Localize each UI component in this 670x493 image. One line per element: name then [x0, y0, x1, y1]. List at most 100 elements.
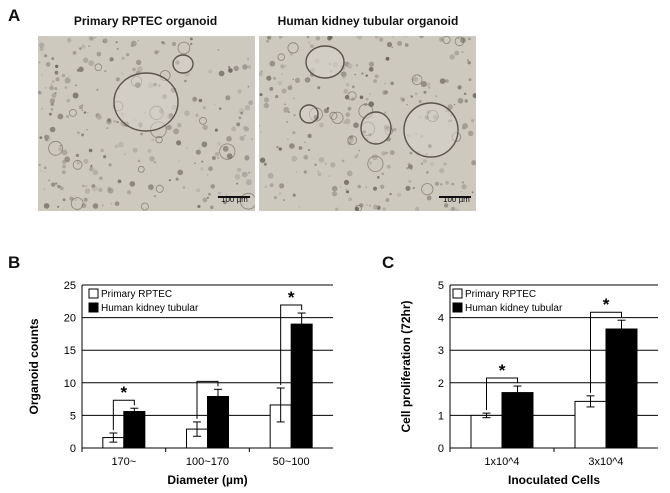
cell-debris-speck [263, 97, 270, 103]
cell-debris-speck [267, 36, 272, 40]
cell-debris-speck [368, 66, 374, 72]
cell-debris-speck [430, 162, 434, 167]
organoid-outline [360, 111, 392, 145]
cell-debris-speck [137, 66, 143, 72]
cell-debris-speck [440, 183, 443, 186]
small-cyst [367, 155, 384, 172]
cell-debris-speck [63, 163, 65, 165]
cell-debris-speck [206, 174, 209, 176]
cell-debris-speck [463, 92, 467, 96]
y-axis-title: Organoid counts [27, 318, 41, 414]
cell-debris-speck [237, 89, 242, 94]
cell-debris-speck [382, 207, 386, 211]
cell-debris-speck [278, 147, 282, 151]
x-tick-label: 3x10^4 [588, 456, 623, 468]
cell-debris-speck [307, 148, 311, 152]
cell-debris-speck [304, 141, 306, 144]
cell-debris-speck [405, 185, 411, 191]
cell-debris-speck [355, 64, 359, 67]
cell-debris-speck [90, 164, 93, 167]
cell-debris-speck [41, 107, 43, 110]
cell-debris-speck [292, 131, 296, 135]
x-tick-label: 50~100 [273, 456, 310, 468]
cell-debris-speck [77, 131, 80, 135]
organoid-outline [305, 45, 345, 79]
scale-bar-label-tubular: 100 µm [443, 195, 470, 204]
cell-debris-speck [471, 191, 474, 194]
cell-debris-speck [214, 152, 220, 157]
cell-debris-speck [317, 172, 322, 177]
cell-debris-speck [118, 141, 124, 148]
cell-debris-speck [469, 38, 472, 40]
cell-debris-speck [226, 136, 232, 142]
cell-debris-speck [472, 93, 476, 99]
cell-debris-speck [92, 169, 99, 176]
cell-debris-speck [280, 64, 285, 69]
cell-debris-speck [467, 59, 469, 62]
small-cyst [155, 135, 163, 144]
cell-debris-speck [308, 41, 311, 44]
cell-debris-speck [263, 162, 267, 166]
cell-debris-speck [354, 154, 358, 159]
cell-debris-speck [347, 106, 352, 111]
cell-debris-speck [294, 77, 301, 83]
cell-debris-speck [44, 54, 48, 58]
cell-debris-speck [166, 124, 172, 131]
cell-debris-speck [263, 102, 269, 109]
cell-debris-speck [194, 162, 196, 165]
cell-debris-speck [373, 79, 377, 83]
cell-debris-speck [202, 124, 208, 131]
cell-debris-speck [381, 151, 386, 156]
cell-debris-speck [460, 37, 466, 44]
cell-debris-speck [406, 166, 409, 170]
cell-debris-speck [286, 121, 288, 123]
cell-debris-speck [326, 107, 330, 110]
cell-debris-speck [236, 122, 241, 127]
cell-debris-speck [43, 203, 50, 209]
cell-debris-speck [218, 70, 225, 77]
cell-debris-speck [345, 188, 347, 190]
cell-debris-speck [330, 162, 336, 168]
cell-debris-speck [348, 197, 352, 201]
cell-debris-speck [217, 156, 220, 159]
cell-debris-speck [107, 187, 114, 194]
cell-debris-speck [51, 80, 55, 84]
small-cyst [240, 192, 255, 210]
cell-debris-speck [291, 155, 298, 162]
cell-debris-speck [317, 86, 321, 90]
small-cyst [347, 91, 357, 101]
cell-debris-speck [107, 118, 111, 122]
cell-debris-speck [368, 61, 375, 67]
cell-debris-speck [51, 93, 57, 98]
cell-debris-speck [420, 81, 427, 87]
cell-debris-speck [92, 203, 99, 209]
cell-debris-speck [423, 90, 427, 94]
cell-debris-speck [426, 195, 432, 201]
panel-label-c: C [382, 253, 395, 272]
cell-debris-speck [462, 126, 466, 130]
cell-debris-speck [38, 61, 41, 64]
scale-bar-label-rptec: 100 µm [221, 195, 248, 204]
cell-debris-speck [61, 170, 66, 175]
cell-debris-speck [435, 95, 438, 98]
cell-debris-speck [154, 50, 159, 55]
legend-label: Primary RPTEC [101, 289, 172, 300]
cell-debris-speck [84, 188, 91, 194]
cell-debris-speck [451, 182, 455, 186]
small-cyst [155, 184, 164, 193]
significance-star: * [603, 295, 610, 314]
cell-debris-speck [41, 74, 43, 76]
chart-organoid-counts: 0 5 10 15 20 25 170~ * 100~170 50~100 * Diameter (µ… [27, 280, 333, 487]
cell-debris-speck [182, 186, 186, 189]
micrograph-tubular [259, 36, 476, 211]
cell-debris-speck [343, 121, 347, 124]
cell-debris-speck [49, 85, 54, 91]
cell-debris-speck [278, 36, 283, 39]
cell-debris-speck [365, 186, 367, 188]
cell-debris-speck [410, 95, 413, 98]
cell-debris-speck [406, 104, 408, 106]
cell-debris-speck [247, 65, 251, 69]
cell-debris-speck [448, 197, 451, 200]
cell-debris-speck [149, 156, 155, 162]
cell-debris-speck [244, 126, 250, 132]
